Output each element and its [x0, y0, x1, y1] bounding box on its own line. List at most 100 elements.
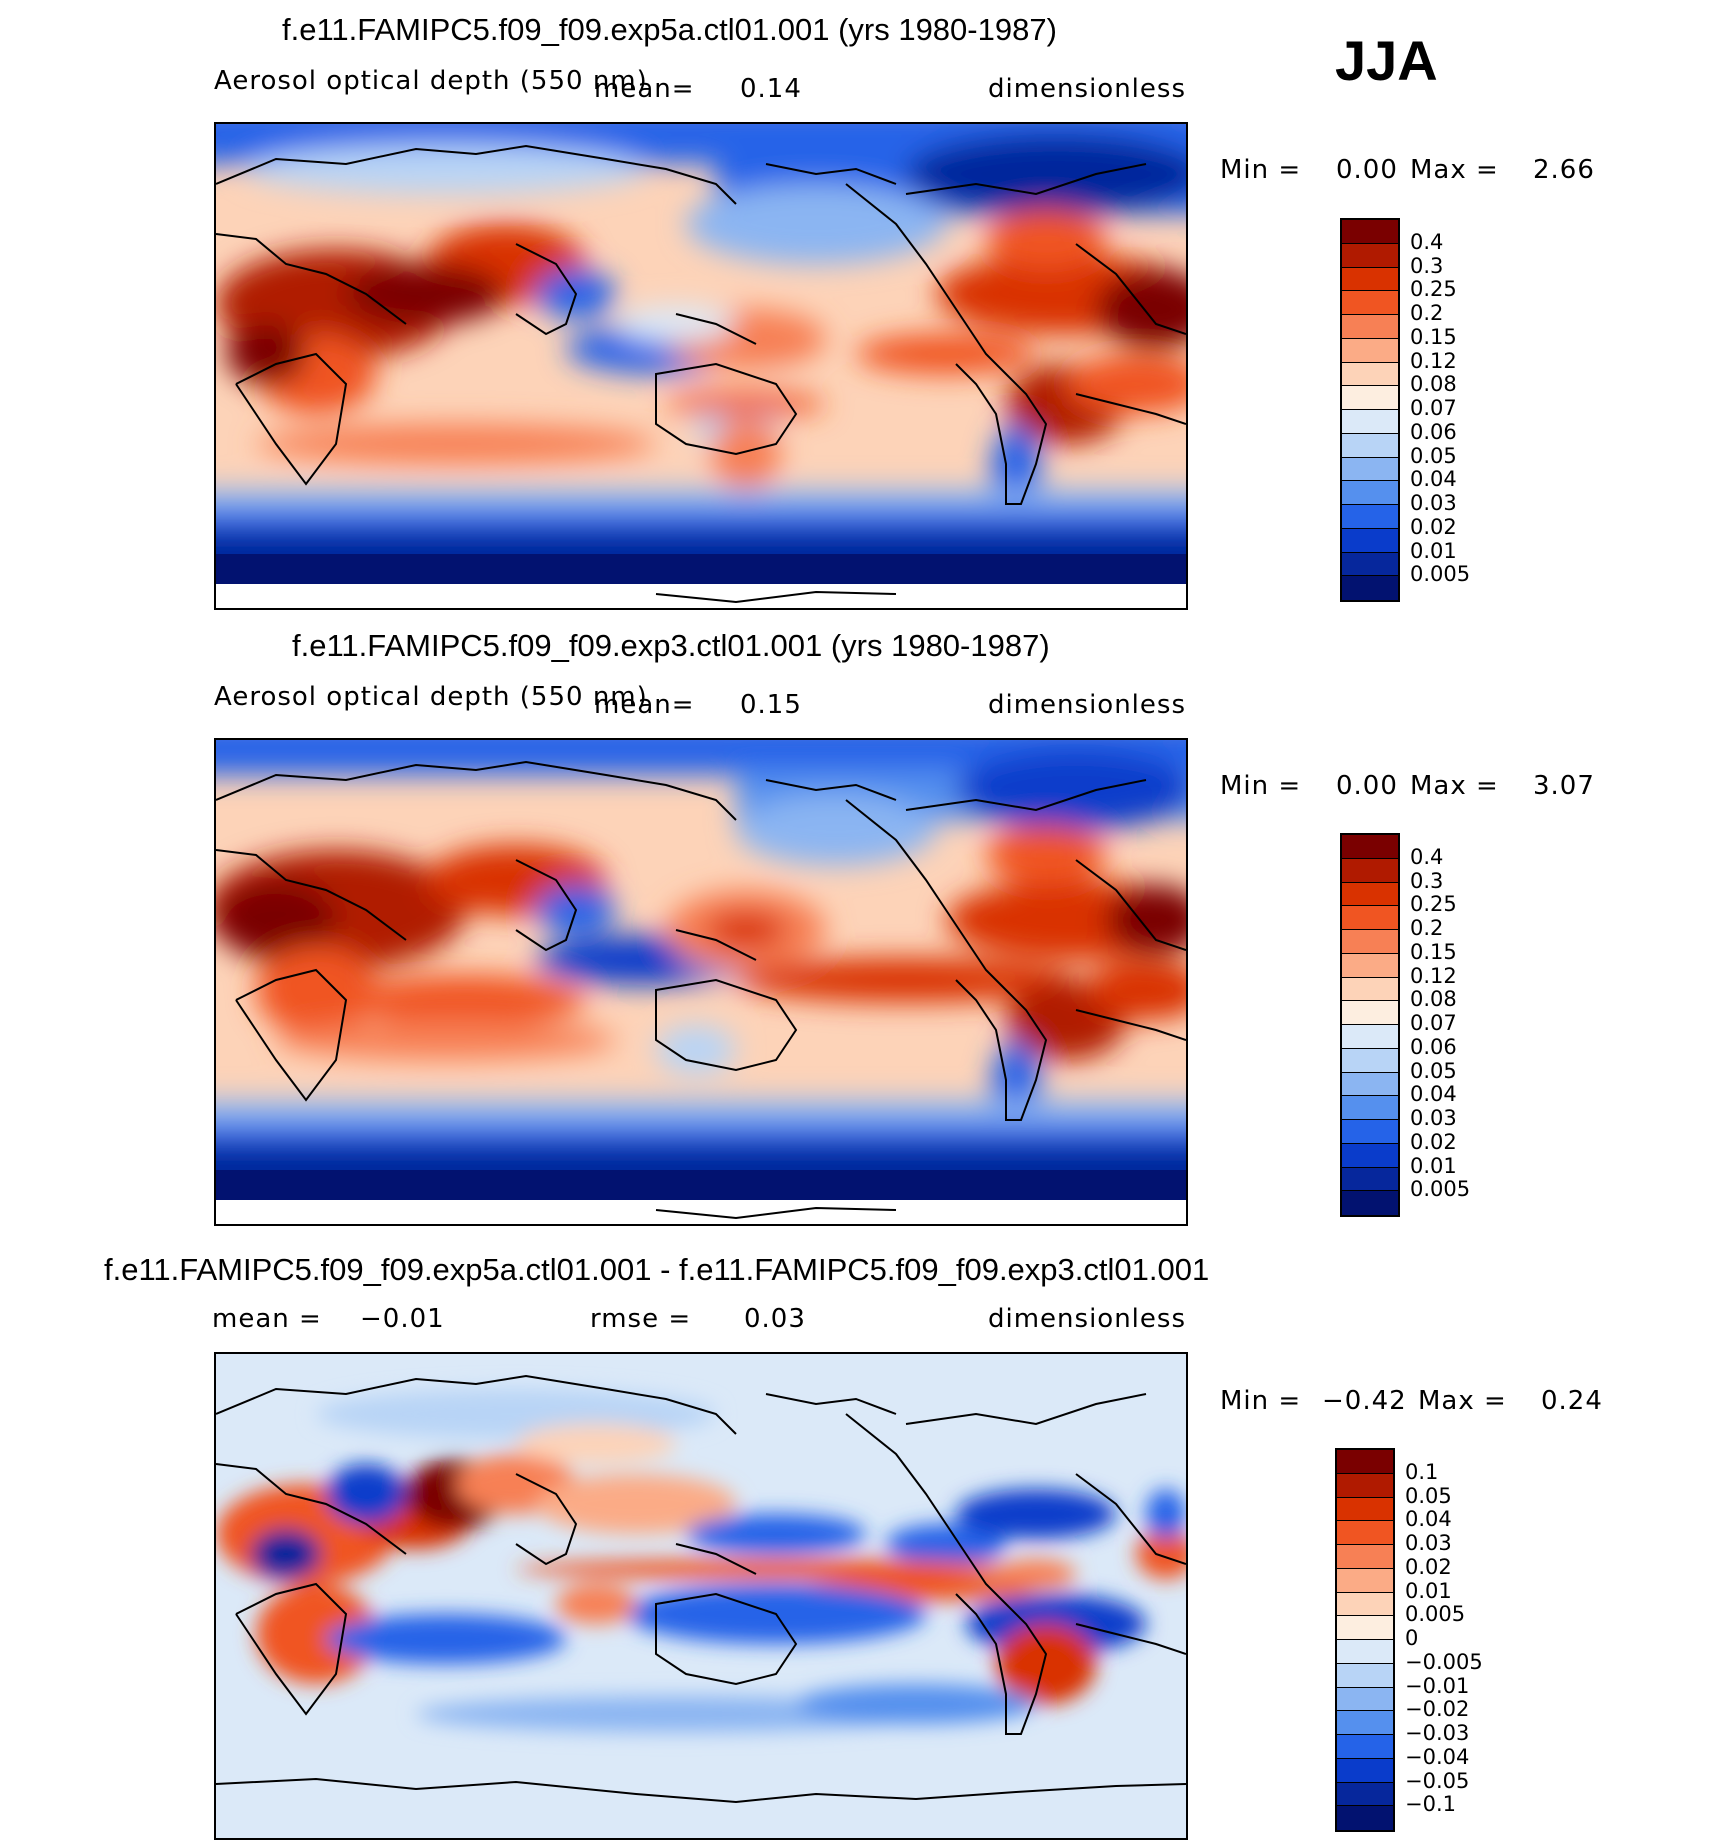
colorbar-tick-label: 0.005	[1405, 1602, 1466, 1627]
panel-2-mean-value: 0.15	[740, 690, 802, 720]
panel-1-mean-label: mean=	[594, 74, 695, 104]
colorbar-swatch	[1342, 1143, 1398, 1168]
colorbar-tick-label: 0.4	[1410, 844, 1444, 869]
colorbar-swatch	[1342, 291, 1398, 315]
colorbar-tick-label: 0.03	[1410, 1106, 1457, 1130]
colorbar-swatch	[1337, 1735, 1393, 1759]
colorbar-swatch	[1342, 243, 1398, 268]
colorbar-tick-label: 0.05	[1410, 443, 1457, 468]
colorbar-swatch	[1342, 528, 1398, 553]
colorbar-tick-label: 0.15	[1410, 324, 1457, 349]
panel-3-max-label: Max =	[1418, 1386, 1507, 1416]
colorbar-swatch	[1342, 882, 1398, 907]
colorbar-tick-label: 0.02	[1405, 1554, 1452, 1579]
colorbar-tick-label: −0.01	[1405, 1673, 1470, 1698]
colorbar-tick-label: 0.04	[1410, 1082, 1457, 1107]
panel-1-units: dimensionless	[988, 74, 1186, 104]
panel-3-mean-label: mean =	[212, 1304, 322, 1334]
colorbar-swatch	[1342, 1001, 1398, 1025]
colorbar-swatch	[1342, 1167, 1398, 1192]
colorbar-tick-label: 0.02	[1410, 1129, 1457, 1154]
colorbar-swatch	[1342, 1072, 1398, 1097]
panel-1-map	[214, 122, 1188, 610]
colorbar-tick-label: −0.04	[1405, 1744, 1470, 1769]
colorbar-tick-label: 0.4	[1410, 229, 1444, 254]
colorbar-swatch	[1337, 1568, 1393, 1593]
colorbar-tick-label: 0.3	[1410, 253, 1444, 278]
panel-2-min-label: Min =	[1220, 771, 1302, 801]
panel-1-max-label: Max =	[1410, 155, 1499, 185]
colorbar-tick-label: 0.12	[1410, 963, 1457, 988]
panel-2-variable: Aerosol optical depth (550 nm)	[214, 682, 648, 712]
panel-2-title: f.e11.FAMIPC5.f09_f09.exp3.ctl01.001 (yr…	[292, 628, 1050, 663]
colorbar-tick-label: 0.005	[1410, 1177, 1471, 1202]
colorbar-swatch	[1337, 1806, 1393, 1830]
colorbar-tick-label: 0.03	[1410, 491, 1457, 515]
colorbar-tick-label: −0.1	[1405, 1792, 1456, 1817]
panel-3-mean-value: −0.01	[360, 1304, 445, 1334]
colorbar-tick-label: 0.08	[1410, 987, 1457, 1012]
panel-3-rmse-value: 0.03	[744, 1304, 806, 1334]
panel-3-min-label: Min =	[1220, 1386, 1302, 1416]
colorbar-swatch	[1342, 977, 1398, 1002]
colorbar-tick-label: −0.005	[1405, 1649, 1483, 1674]
colorbar-tick-label: 0.15	[1410, 939, 1457, 964]
colorbar-tick-label: 0.06	[1410, 1034, 1457, 1059]
colorbar-swatch	[1342, 1096, 1398, 1120]
panel-3-min-value: −0.42	[1322, 1386, 1407, 1416]
colorbar-swatch	[1337, 1663, 1393, 1688]
colorbar-swatch	[1342, 220, 1398, 244]
colorbar-tick-label: 0.1	[1405, 1459, 1439, 1484]
colorbar-swatch	[1342, 457, 1398, 482]
colorbar-swatch	[1337, 1616, 1393, 1640]
colorbar-swatch	[1342, 1048, 1398, 1073]
panel-1-mean-value: 0.14	[740, 74, 802, 104]
colorbar-swatch	[1342, 1025, 1398, 1049]
colorbar-tick-label: 0.005	[1410, 562, 1471, 587]
colorbar-tick-label: 0.2	[1410, 916, 1444, 940]
colorbar-tick-label: 0.25	[1410, 277, 1457, 302]
panel-1-coastlines	[216, 144, 1186, 604]
colorbar-tick-label: 0.3	[1410, 868, 1444, 893]
panel-3-map-field	[216, 1354, 1186, 1838]
colorbar-swatch	[1342, 338, 1398, 363]
panel-2-max-label: Max =	[1410, 771, 1499, 801]
colorbar-swatch	[1337, 1782, 1393, 1807]
panel-2-units: dimensionless	[988, 690, 1186, 720]
panel-3-units: dimensionless	[988, 1304, 1186, 1334]
colorbar-swatch	[1337, 1711, 1393, 1735]
panel-1-title: f.e11.FAMIPC5.f09_f09.exp5a.ctl01.001 (y…	[282, 12, 1057, 47]
colorbar-swatch	[1342, 930, 1398, 954]
colorbar-swatch	[1337, 1640, 1393, 1664]
colorbar-swatch	[1342, 906, 1398, 930]
colorbar-tick-label: 0.2	[1410, 301, 1444, 325]
panel-3-map	[214, 1352, 1188, 1840]
panel-3-coastlines	[216, 1374, 1186, 1804]
colorbar-swatch	[1342, 576, 1398, 600]
colorbar-swatch	[1342, 1191, 1398, 1215]
colorbar-swatch	[1337, 1545, 1393, 1569]
colorbar-tick-label: 0.07	[1410, 1011, 1457, 1035]
colorbar-swatch	[1342, 315, 1398, 339]
colorbar-tick-label: 0.01	[1410, 1153, 1457, 1178]
colorbar-swatch	[1342, 386, 1398, 410]
panel-1-map-field	[216, 124, 1186, 608]
colorbar-swatch	[1337, 1450, 1393, 1474]
panel-2-mean-label: mean=	[594, 690, 695, 720]
colorbar-swatch	[1342, 362, 1398, 387]
colorbar-swatch	[1337, 1497, 1393, 1522]
colorbar-swatch	[1342, 953, 1398, 978]
colorbar-swatch	[1342, 835, 1398, 859]
colorbar-tick-label: 0.04	[1405, 1507, 1452, 1532]
colorbar-tick-label: 0.02	[1410, 514, 1457, 539]
colorbar-tick-label: 0.01	[1410, 538, 1457, 563]
colorbar-tick-label: 0.05	[1405, 1483, 1452, 1508]
colorbar-swatch	[1337, 1521, 1393, 1545]
panel-2-map-field	[216, 740, 1186, 1224]
panel-2-colorbar	[1340, 833, 1400, 1217]
panel-3-rmse-label: rmse =	[590, 1304, 692, 1334]
panel-2-colorbar-labels: 0.4 0.3 0.25 0.2 0.15 0.12 0.08 0.07 0.06 0.05 0.0…	[1410, 833, 1530, 1213]
colorbar-swatch	[1342, 410, 1398, 434]
panel-3-colorbar	[1335, 1448, 1395, 1832]
colorbar-tick-label: 0.06	[1410, 419, 1457, 444]
